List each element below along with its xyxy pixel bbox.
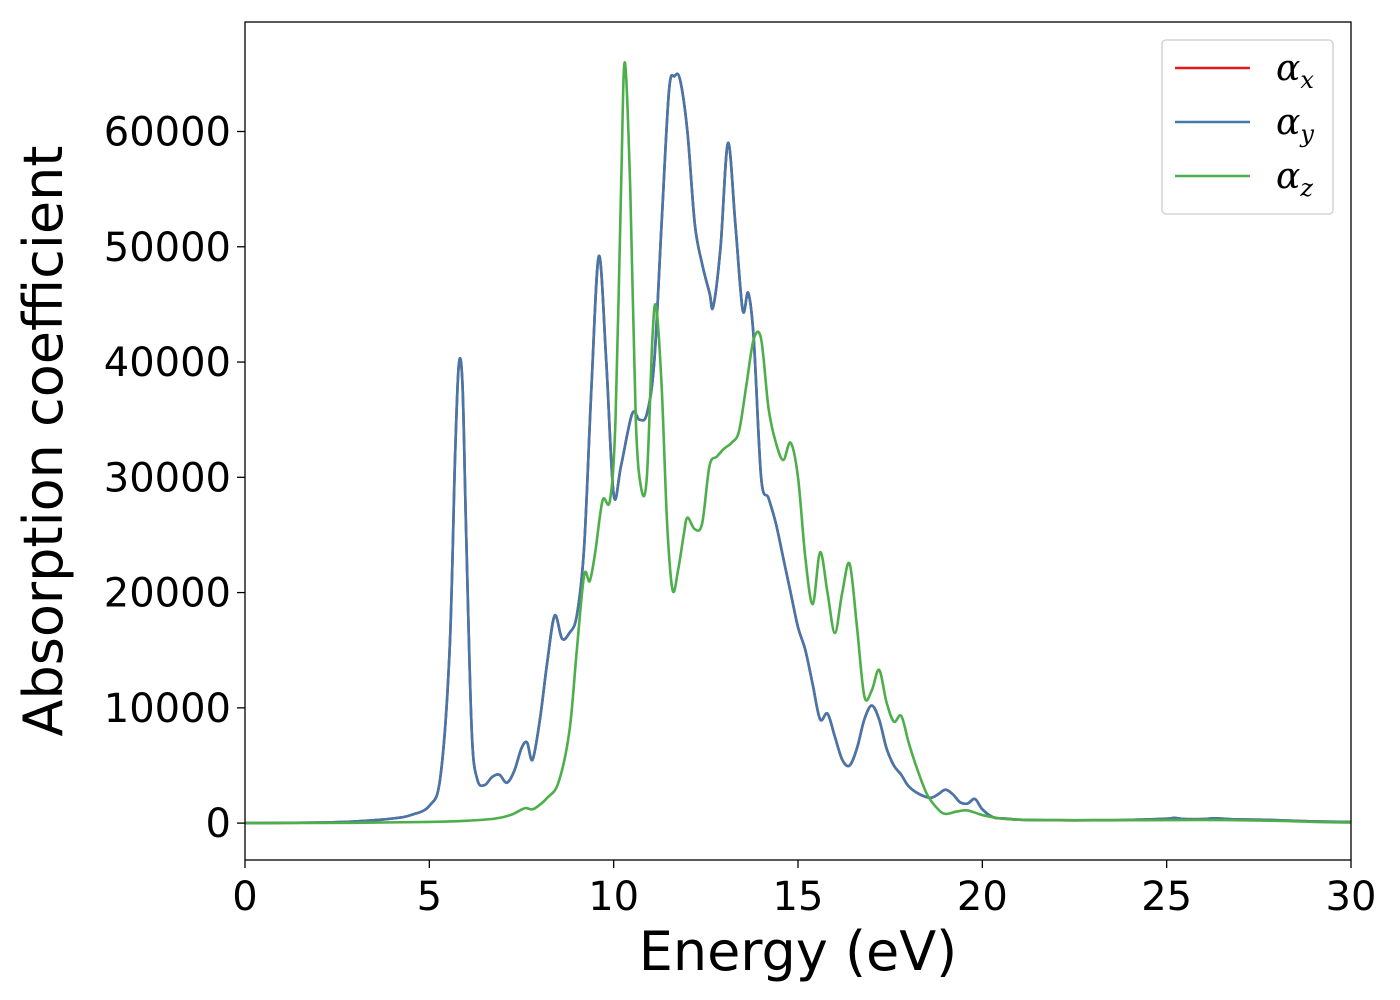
legend-label-x: αx bbox=[1276, 48, 1314, 94]
x-tick-label: 0 bbox=[232, 874, 257, 920]
y-tick-label: 20000 bbox=[104, 571, 231, 617]
y-tick-label: 60000 bbox=[104, 110, 231, 156]
x-axis: 0 5 10 15 20 25 30 bbox=[232, 860, 1376, 920]
legend-label-y: αy bbox=[1276, 102, 1314, 148]
y-tick-label: 10000 bbox=[104, 686, 231, 732]
x-tick-label: 10 bbox=[588, 874, 639, 920]
y-tick-label: 0 bbox=[206, 801, 231, 847]
series-line-z bbox=[245, 61, 1351, 825]
legend-frame bbox=[1161, 39, 1334, 215]
series-layer bbox=[245, 61, 1351, 825]
series-line-y bbox=[245, 72, 1351, 825]
x-tick-label: 5 bbox=[417, 874, 442, 920]
x-tick-label: 20 bbox=[957, 874, 1008, 920]
x-tick-label: 15 bbox=[773, 874, 824, 920]
y-axis-title: Absorption coefficient bbox=[12, 146, 75, 737]
y-tick-label: 40000 bbox=[104, 340, 231, 386]
x-tick-label: 25 bbox=[1141, 874, 1192, 920]
legend-label-z: αz bbox=[1276, 156, 1313, 202]
y-axis: 0 10000 20000 30000 40000 50000 60000 bbox=[104, 110, 245, 847]
x-tick-label: 30 bbox=[1326, 874, 1377, 920]
legend: αx αy αz bbox=[1161, 39, 1334, 215]
y-tick-label: 50000 bbox=[104, 225, 231, 271]
y-tick-label: 30000 bbox=[104, 455, 231, 501]
x-axis-title: Energy (eV) bbox=[639, 920, 958, 983]
